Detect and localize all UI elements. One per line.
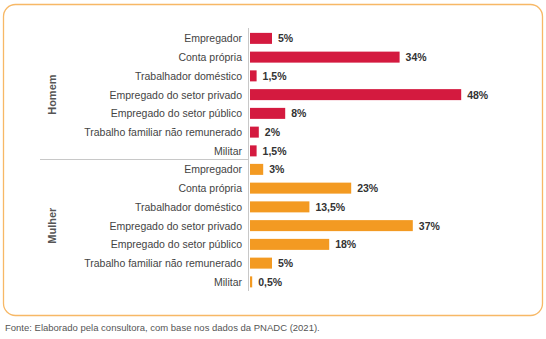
- data-label: 8%: [291, 107, 307, 119]
- category-label: Conta própria: [178, 182, 242, 194]
- bar: [250, 127, 259, 138]
- bar: [250, 33, 272, 44]
- bar: [250, 70, 257, 81]
- data-label: 34%: [406, 51, 428, 63]
- data-label: 1,5%: [263, 145, 288, 157]
- bars: [250, 164, 413, 288]
- category-label: Empregado do setor privado: [110, 220, 243, 232]
- data-label: 13,5%: [315, 201, 345, 213]
- chart-root: Homem Empregador 5% Conta própria 34% Trabalh…: [0, 0, 546, 339]
- category-label: Trabalhador doméstico: [135, 70, 242, 82]
- data-label: 2%: [265, 126, 281, 138]
- bars: [250, 33, 461, 157]
- category-label: Conta própria: [178, 51, 242, 63]
- category-label: Trabalhador doméstico: [135, 201, 242, 213]
- category-label: Empregador: [184, 32, 242, 44]
- frame: [4, 5, 543, 316]
- data-label: 0,5%: [258, 276, 283, 288]
- bar: [250, 145, 257, 156]
- data-label: 23%: [357, 182, 379, 194]
- data-label: 1,5%: [263, 70, 288, 82]
- bar: [250, 201, 309, 212]
- category-label: Empregado do setor privado: [110, 89, 243, 101]
- bar: [250, 52, 400, 63]
- bar: [250, 239, 329, 250]
- bar: [250, 89, 461, 100]
- category-label: Militar: [214, 276, 243, 288]
- group-title: Mulher: [46, 207, 58, 244]
- source-note: Fonte: Elaborado pela consultora, com ba…: [5, 322, 320, 333]
- category-label: Trabalho familiar não remunerado: [84, 126, 242, 138]
- bar: [250, 183, 351, 194]
- separator-horizontal: [40, 159, 249, 160]
- data-label: 18%: [335, 238, 357, 250]
- data-label: 5%: [278, 257, 294, 269]
- group-title: Homem: [46, 74, 58, 115]
- category-label: Empregado do setor público: [111, 238, 242, 250]
- bar: [250, 258, 272, 269]
- category-label: Empregador: [184, 163, 242, 175]
- category-label: Militar: [214, 145, 243, 157]
- category-label: Trabalho familiar não remunerado: [84, 257, 242, 269]
- bar: [250, 276, 252, 287]
- bar: [250, 108, 285, 119]
- data-label: 37%: [419, 220, 441, 232]
- data-label: 5%: [278, 32, 294, 44]
- category-label: Empregado do setor público: [111, 107, 242, 119]
- data-label: 3%: [269, 163, 285, 175]
- bar: [250, 164, 263, 175]
- bar: [250, 220, 413, 231]
- data-label: 48%: [467, 89, 489, 101]
